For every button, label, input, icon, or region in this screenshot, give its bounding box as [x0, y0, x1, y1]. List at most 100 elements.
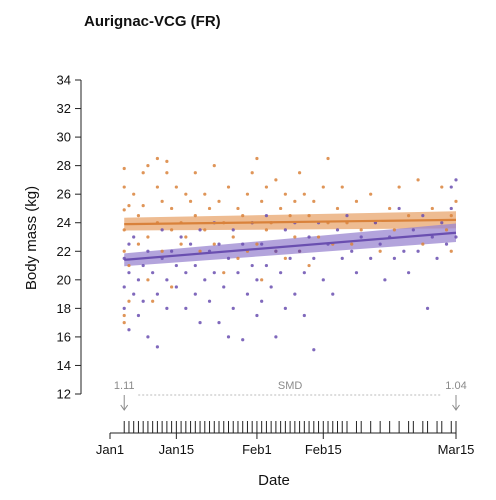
data-point-purple	[184, 271, 188, 275]
data-point-purple	[312, 256, 316, 261]
data-point-orange	[179, 242, 183, 246]
data-point-orange	[302, 192, 306, 196]
data-point-purple	[255, 313, 259, 318]
data-point-orange	[184, 192, 188, 196]
data-point-purple	[274, 335, 278, 339]
data-point-purple	[226, 335, 231, 339]
data-point-orange	[241, 213, 245, 218]
data-point-purple	[217, 242, 221, 246]
data-point-purple	[241, 338, 245, 342]
data-point-orange	[397, 185, 401, 189]
data-point-orange	[146, 235, 150, 239]
data-point-orange	[198, 249, 202, 253]
data-point-orange	[160, 249, 164, 253]
data-point-orange	[307, 213, 311, 218]
data-point-purple	[250, 263, 254, 268]
x-tick-label: Feb1	[242, 442, 272, 457]
data-point-orange	[288, 213, 292, 218]
y-axis: 12 14 16 18 20 22 24 26 28 30 32 34	[57, 73, 82, 402]
data-point-orange	[369, 192, 373, 196]
data-point-purple	[193, 263, 197, 268]
data-point-orange	[444, 228, 449, 232]
data-point-purple	[127, 328, 131, 332]
data-point-orange	[155, 185, 159, 189]
data-point-purple	[184, 306, 188, 310]
data-point-orange	[127, 299, 131, 303]
data-point-orange	[165, 171, 169, 175]
data-point-purple	[302, 271, 306, 275]
data-point-purple	[264, 263, 269, 268]
data-point-orange	[279, 206, 283, 211]
data-point-purple	[151, 271, 155, 275]
data-point-purple	[416, 249, 420, 253]
data-point-orange	[122, 166, 126, 171]
smd-left-value: 1.11	[114, 380, 135, 392]
data-point-orange	[440, 185, 444, 189]
data-point-orange	[274, 178, 278, 182]
data-point-purple	[402, 249, 406, 253]
data-point-orange	[122, 208, 126, 212]
data-point-orange	[146, 278, 150, 282]
data-point-purple	[203, 278, 207, 282]
data-point-orange	[350, 242, 354, 246]
data-point-purple	[122, 285, 126, 289]
y-tick-label: 24	[57, 215, 71, 230]
x-axis-title: Date	[258, 472, 290, 489]
data-point-purple	[430, 235, 434, 239]
data-point-purple	[165, 306, 169, 310]
data-point-purple	[331, 292, 335, 296]
data-point-purple	[170, 249, 174, 253]
data-point-orange	[297, 171, 302, 175]
data-point-orange	[312, 199, 316, 203]
data-point-purple	[340, 256, 344, 261]
data-point-purple	[165, 278, 169, 282]
data-point-orange	[430, 206, 434, 211]
data-point-orange	[264, 185, 269, 189]
trend-lines	[124, 218, 457, 261]
data-point-orange	[146, 164, 150, 168]
data-point-purple	[174, 263, 178, 268]
data-point-purple	[354, 271, 359, 275]
data-point-purple	[335, 228, 340, 232]
data-point-purple	[350, 249, 354, 253]
data-point-orange	[250, 171, 254, 175]
data-point-purple	[198, 321, 202, 325]
data-point-purple	[132, 292, 136, 296]
data-point-orange	[354, 199, 359, 203]
y-tick-label: 32	[57, 101, 71, 116]
data-point-orange	[293, 235, 297, 239]
data-point-purple	[454, 235, 458, 239]
data-point-purple	[283, 306, 287, 310]
data-point-orange	[122, 313, 126, 318]
data-point-orange	[449, 213, 453, 218]
data-point-purple	[255, 278, 259, 282]
data-point-purple	[279, 271, 283, 275]
data-point-orange	[255, 156, 259, 161]
data-point-orange	[340, 185, 344, 189]
data-point-purple	[288, 256, 292, 261]
data-point-orange	[207, 206, 212, 211]
x-tick-label: Jan1	[96, 442, 124, 457]
data-point-purple	[146, 335, 150, 339]
data-point-orange	[165, 159, 169, 163]
data-point-orange	[321, 185, 325, 189]
trend-line-purple	[124, 231, 457, 261]
y-tick-label: 22	[57, 244, 71, 259]
data-point-orange	[236, 206, 240, 211]
data-point-purple	[260, 242, 264, 246]
data-point-orange	[307, 263, 311, 268]
data-point-orange	[127, 204, 131, 208]
data-point-purple	[359, 235, 363, 239]
y-tick-label: 12	[57, 387, 71, 402]
smd-right-arrow-head	[452, 404, 460, 411]
y-tick-label: 26	[57, 187, 71, 202]
y-tick-label: 28	[57, 158, 71, 173]
trend-line-orange	[124, 218, 457, 226]
data-point-orange	[231, 235, 235, 239]
data-point-purple	[260, 299, 264, 303]
data-point-purple	[302, 313, 306, 318]
y-tick-label: 18	[57, 301, 71, 316]
confidence-band-purple	[124, 223, 456, 267]
data-point-purple	[198, 228, 202, 232]
